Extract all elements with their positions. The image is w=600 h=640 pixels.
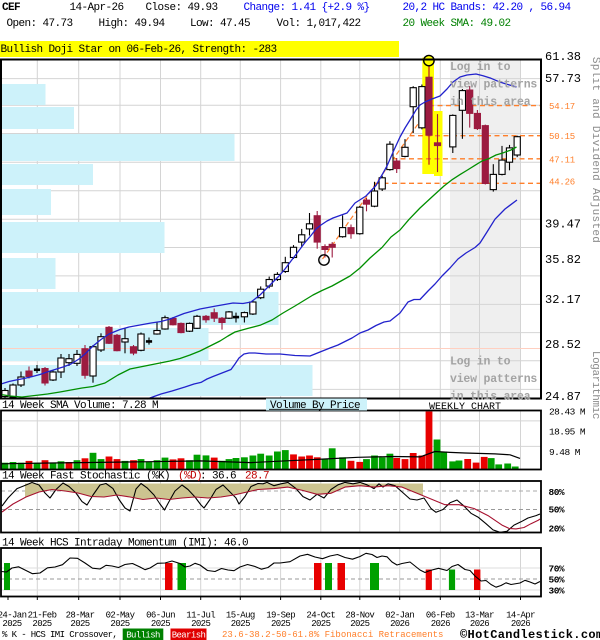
svg-text:2025: 2025 bbox=[350, 619, 369, 629]
svg-text:Logarithmic: Logarithmic bbox=[589, 351, 600, 419]
svg-text:Volume By Price: Volume By Price bbox=[270, 400, 360, 412]
svg-text:11-Jul: 11-Jul bbox=[186, 611, 215, 621]
svg-text:57.73: 57.73 bbox=[545, 72, 581, 86]
svg-text:9.48 M: 9.48 M bbox=[549, 447, 581, 458]
svg-text:2026: 2026 bbox=[511, 619, 530, 629]
svg-text:19-Sep: 19-Sep bbox=[266, 611, 295, 621]
svg-text:Bearish: Bearish bbox=[172, 630, 206, 640]
svg-text:in this area: in this area bbox=[450, 391, 531, 404]
svg-text:Bullish: Bullish bbox=[126, 630, 160, 640]
svg-text:18.95 M: 18.95 M bbox=[549, 427, 586, 438]
svg-text:24.87: 24.87 bbox=[545, 390, 581, 404]
svg-text:54.17: 54.17 bbox=[549, 102, 575, 112]
svg-text:15-Aug: 15-Aug bbox=[226, 611, 255, 621]
svg-text:Log in to: Log in to bbox=[450, 61, 511, 74]
svg-text:61.38: 61.38 bbox=[545, 50, 581, 64]
svg-text:32.17: 32.17 bbox=[545, 293, 581, 307]
svg-text:view patterns: view patterns bbox=[450, 373, 537, 386]
svg-text:20%: 20% bbox=[549, 524, 565, 535]
svg-text:©HotCandlestick.com: ©HotCandlestick.com bbox=[460, 628, 600, 640]
svg-text:Split and Dividend Adjusted: Split and Dividend Adjusted bbox=[589, 57, 600, 243]
svg-text:13-Mar: 13-Mar bbox=[465, 611, 494, 621]
svg-text:2025: 2025 bbox=[191, 619, 210, 629]
svg-text:50%: 50% bbox=[549, 574, 565, 585]
svg-text:28-Nov: 28-Nov bbox=[345, 611, 375, 621]
svg-text:21-Feb: 21-Feb bbox=[28, 611, 57, 621]
svg-text:14 Week HCS Intraday Momentum: 14 Week HCS Intraday Momentum (IMI): 46.… bbox=[2, 538, 248, 550]
svg-text:80%: 80% bbox=[549, 487, 565, 498]
svg-text:35.82: 35.82 bbox=[545, 253, 581, 267]
svg-text:28.52: 28.52 bbox=[545, 338, 581, 352]
svg-text:30%: 30% bbox=[549, 586, 565, 597]
svg-text:2025: 2025 bbox=[110, 619, 129, 629]
svg-text:% K - HCS IMI Crossover,: % K - HCS IMI Crossover, bbox=[2, 630, 117, 640]
svg-text:2025: 2025 bbox=[151, 619, 170, 629]
svg-text:WEEKLY CHART: WEEKLY CHART bbox=[429, 402, 501, 413]
svg-text:2025: 2025 bbox=[32, 619, 51, 629]
svg-text:2025: 2025 bbox=[231, 619, 250, 629]
svg-text:47.11: 47.11 bbox=[549, 156, 575, 166]
svg-text:view patterns: view patterns bbox=[450, 79, 537, 92]
svg-text:2025: 2025 bbox=[311, 619, 330, 629]
svg-text:23.6-38.2-50-61.8% Fibonacci R: 23.6-38.2-50-61.8% Fibonacci Retracement… bbox=[222, 630, 443, 640]
svg-text:Log in to: Log in to bbox=[450, 356, 511, 369]
svg-text:28-Mar: 28-Mar bbox=[66, 611, 95, 621]
svg-text:06-Feb: 06-Feb bbox=[426, 611, 455, 621]
svg-text:14-Apr: 14-Apr bbox=[506, 611, 535, 621]
svg-text:50%: 50% bbox=[549, 505, 565, 516]
svg-text:in this area: in this area bbox=[450, 96, 531, 109]
svg-text:02-Jan: 02-Jan bbox=[385, 611, 414, 621]
svg-text:(%D): (%D) bbox=[178, 471, 202, 483]
svg-text:: 36.6: : 36.6 bbox=[200, 471, 236, 483]
svg-text:28.43 M: 28.43 M bbox=[549, 407, 586, 418]
svg-text:14 Week SMA Volume: 7.28 M: 14 Week SMA Volume: 7.28 M bbox=[2, 400, 158, 412]
svg-text:24-Jan: 24-Jan bbox=[0, 611, 27, 621]
svg-text:14 Week Fast Stochastic (%K): 14 Week Fast Stochastic (%K) bbox=[2, 471, 170, 483]
svg-text:24-Oct: 24-Oct bbox=[306, 611, 335, 621]
svg-text:44.26: 44.26 bbox=[549, 178, 575, 188]
svg-text:02-May: 02-May bbox=[106, 611, 136, 621]
svg-text:2025: 2025 bbox=[70, 619, 89, 629]
svg-text:70%: 70% bbox=[549, 563, 565, 574]
svg-text:2026: 2026 bbox=[431, 619, 450, 629]
svg-text:50.15: 50.15 bbox=[549, 132, 575, 142]
svg-text:2025: 2025 bbox=[271, 619, 290, 629]
svg-text:2025: 2025 bbox=[2, 619, 21, 629]
svg-text:2026: 2026 bbox=[470, 619, 489, 629]
svg-text:39.47: 39.47 bbox=[545, 218, 581, 232]
svg-text:28.7: 28.7 bbox=[245, 471, 269, 483]
svg-text:06-Jun: 06-Jun bbox=[146, 611, 175, 621]
svg-text:2026: 2026 bbox=[390, 619, 409, 629]
